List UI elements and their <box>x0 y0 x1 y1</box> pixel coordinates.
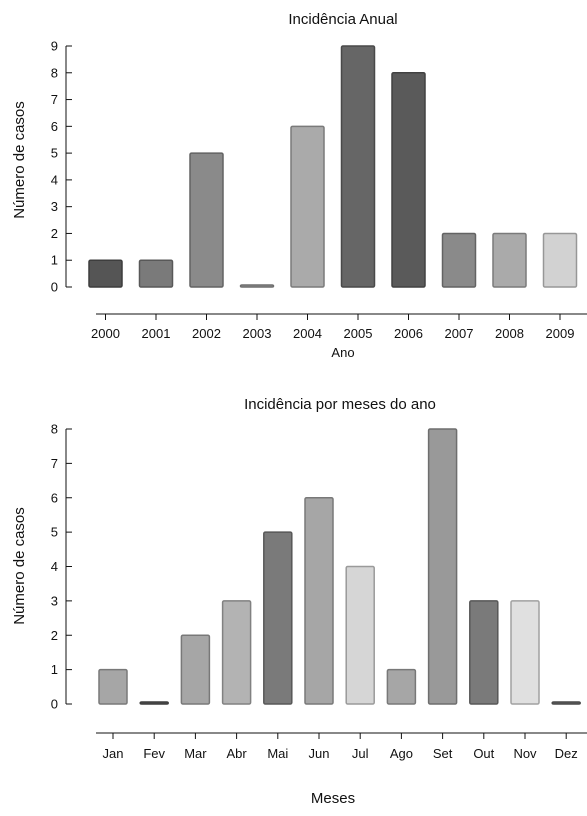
y-tick-label: 2 <box>51 226 58 241</box>
x-axis-label: Ano <box>331 345 354 360</box>
bar-ago <box>386 668 417 705</box>
y-tick-label: 8 <box>51 422 58 437</box>
bar-2005 <box>340 45 376 288</box>
x-tick-label: 2004 <box>293 326 322 341</box>
bar-mai <box>263 531 293 705</box>
chart-title: Incidência Anual <box>288 11 397 28</box>
x-tick-label: Fev <box>143 746 165 761</box>
bar-jul <box>345 565 375 705</box>
x-tick-label: Abr <box>226 746 247 761</box>
bar-mar <box>180 634 211 705</box>
bars <box>98 428 581 705</box>
x-tick-label: 2001 <box>142 326 171 341</box>
bar-nov <box>510 600 540 705</box>
bar-jan <box>98 668 128 705</box>
bar-2004 <box>290 125 325 288</box>
chart-title: Incidência por meses do ano <box>244 396 436 413</box>
x-tick-label: 2000 <box>91 326 120 341</box>
x-tick-label: Jul <box>352 746 369 761</box>
y-tick-label: 8 <box>51 65 58 80</box>
y-tick-label: 0 <box>51 280 58 295</box>
bar-2008 <box>492 232 527 288</box>
bar-set <box>427 428 458 705</box>
y-tick-label: 7 <box>51 456 58 471</box>
y-tick-label: 1 <box>51 662 58 677</box>
y-tick-label: 6 <box>51 490 58 505</box>
x-tick-label: 2005 <box>344 326 373 341</box>
x-tick-label: Out <box>473 746 494 761</box>
y-tick-label: 2 <box>51 628 58 643</box>
bar-2006 <box>391 72 426 288</box>
bar-jun <box>304 497 334 705</box>
x-tick-label: 2008 <box>495 326 524 341</box>
x-tick-label: 2002 <box>192 326 221 341</box>
x-ticks: 2000 2001 2002 2003 2004 2005 2006 2007 2008 2009 <box>91 314 574 341</box>
bar-2002 <box>189 152 224 288</box>
x-tick-label: 2003 <box>243 326 272 341</box>
y-ticks: 0 1 2 3 4 5 6 7 8 <box>51 422 72 712</box>
y-tick-label: 4 <box>51 559 58 574</box>
bar-2009 <box>542 232 578 288</box>
x-tick-label: Set <box>433 746 453 761</box>
x-tick-label: Mai <box>267 746 288 761</box>
x-tick-label: 2007 <box>445 326 474 341</box>
y-tick-label: 7 <box>51 92 58 107</box>
y-tick-label: 5 <box>51 146 58 161</box>
x-axis-label: Meses <box>311 790 355 807</box>
bar-abr <box>221 600 252 705</box>
bar-2003 <box>239 284 275 288</box>
y-tick-label: 6 <box>51 119 58 134</box>
y-tick-label: 5 <box>51 525 58 540</box>
y-tick-label: 3 <box>51 593 58 608</box>
annual-incidence-chart: Incidência Anual Número de casos Ano 0 1 2… <box>11 11 587 360</box>
x-ticks: Jan Fev Mar Abr Mai Jun Jul Ago Set Out Nov Dez <box>103 733 578 761</box>
bar-2000 <box>88 259 123 288</box>
y-tick-label: 3 <box>51 199 58 214</box>
bars <box>88 45 578 288</box>
x-tick-label: Jun <box>309 746 330 761</box>
x-tick-label: Dez <box>555 746 578 761</box>
x-tick-label: 2009 <box>546 326 575 341</box>
y-tick-label: 9 <box>51 39 58 54</box>
x-tick-label: Nov <box>513 746 537 761</box>
bar-fev <box>139 701 169 705</box>
y-axis-label: Número de casos <box>11 507 28 625</box>
x-tick-label: Jan <box>103 746 124 761</box>
y-ticks: 0 1 2 3 4 5 6 7 8 9 <box>51 39 72 295</box>
x-tick-label: Mar <box>184 746 207 761</box>
x-tick-label: 2006 <box>394 326 423 341</box>
monthly-incidence-chart: Incidência por meses do ano Número de ca… <box>11 396 587 807</box>
y-tick-label: 1 <box>51 253 58 268</box>
bar-2001 <box>138 259 174 288</box>
x-tick-label: Ago <box>390 746 413 761</box>
bar-dez <box>551 701 581 705</box>
bar-out <box>469 600 499 705</box>
bar-2007 <box>441 232 477 288</box>
y-axis-label: Número de casos <box>11 101 28 219</box>
y-tick-label: 4 <box>51 172 58 187</box>
y-tick-label: 0 <box>51 697 58 712</box>
